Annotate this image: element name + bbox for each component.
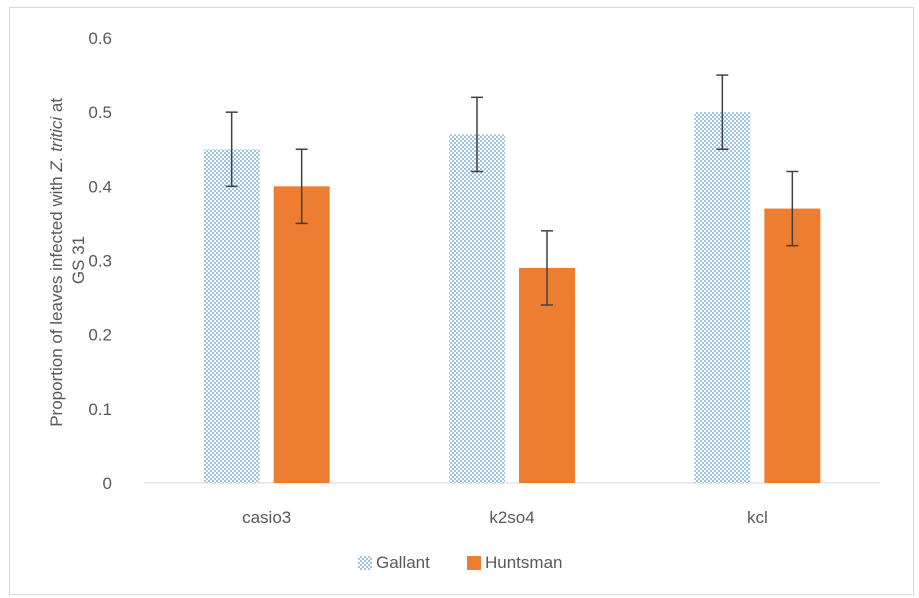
- bar-gallant-kcl: [694, 112, 751, 484]
- y-tick-label: 0.5: [88, 103, 112, 122]
- legend-label-huntsman: Huntsman: [485, 553, 562, 572]
- y-axis-label-line-2: GS 31: [69, 236, 88, 284]
- y-axis-label-italic-part: Z. tritici: [47, 116, 66, 173]
- y-tick-label: 0.3: [88, 252, 112, 271]
- y-tick-label: 0: [103, 474, 112, 493]
- y-axis-label: Proportion of leaves infected with Z. tr…: [47, 93, 88, 427]
- legend-label-gallant: Gallant: [376, 553, 430, 572]
- y-axis-label-line-1-part-3: at: [47, 98, 66, 117]
- legend: Gallant Huntsman: [358, 553, 562, 572]
- legend-swatch-huntsman: [467, 556, 481, 570]
- bar-gallant-k2so4: [449, 134, 505, 483]
- bars: [203, 112, 821, 484]
- error-bars: [225, 74, 799, 306]
- y-tick-label: 0.1: [88, 400, 112, 419]
- y-tick-label: 0.4: [88, 177, 112, 196]
- bar-gallant-casio3: [203, 149, 260, 483]
- x-category-label: k2so4: [489, 508, 534, 527]
- y-axis-tick-labels: 0 0.1 0.2 0.3 0.4 0.5 0.6: [88, 29, 112, 493]
- y-tick-label: 0.6: [88, 29, 112, 48]
- y-tick-label: 0.2: [88, 326, 112, 345]
- x-axis-category-labels: casio3 k2so4 kcl: [242, 508, 768, 527]
- bar-huntsman-kcl: [764, 208, 821, 484]
- legend-swatch-gallant: [358, 556, 372, 570]
- y-axis-label-line-1-part-1: Proportion of leaves infected with: [47, 172, 66, 427]
- x-category-label: casio3: [242, 508, 291, 527]
- x-category-label: kcl: [747, 508, 768, 527]
- bar-huntsman-casio3: [273, 186, 330, 484]
